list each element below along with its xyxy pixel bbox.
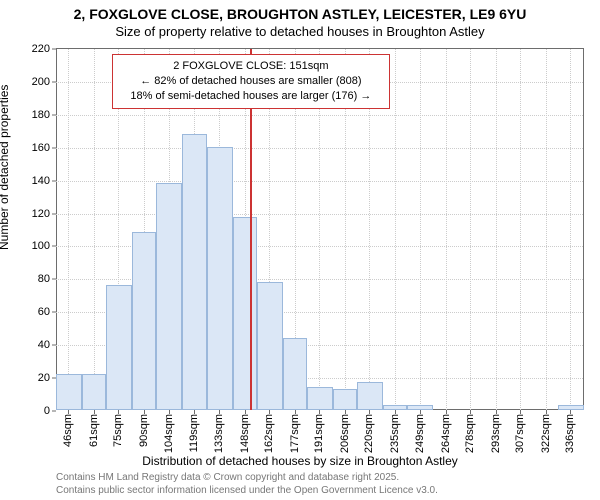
histogram-bar <box>106 285 132 410</box>
histogram-bar <box>333 389 357 410</box>
xtick-label: 75sqm <box>112 410 124 447</box>
xtick-label: 293sqm <box>490 410 502 453</box>
histogram-bar <box>207 147 233 410</box>
ytick-label: 220 <box>32 43 56 55</box>
annotation-line1: 2 FOXGLOVE CLOSE: 151sqm <box>121 59 381 74</box>
ytick-label: 80 <box>38 273 56 285</box>
histogram-bar <box>132 232 156 410</box>
xtick-label: 162sqm <box>263 410 275 453</box>
xtick-label: 148sqm <box>239 410 251 453</box>
chart-title-main: 2, FOXGLOVE CLOSE, BROUGHTON ASTLEY, LEI… <box>0 6 600 22</box>
histogram-bar <box>182 134 206 410</box>
histogram-bar <box>383 405 407 410</box>
xtick-label: 104sqm <box>163 410 175 453</box>
ytick-label: 60 <box>38 306 56 318</box>
xtick-label: 307sqm <box>514 410 526 453</box>
gridline-vertical <box>520 49 521 410</box>
footer-line1: Contains HM Land Registry data © Crown c… <box>56 472 399 483</box>
ytick-label: 40 <box>38 339 56 351</box>
annotation-line2: ← 82% of detached houses are smaller (80… <box>121 74 381 89</box>
gridline-vertical <box>395 49 396 410</box>
histogram-bar <box>558 405 584 410</box>
histogram-bar <box>283 338 307 410</box>
gridline-vertical <box>570 49 571 410</box>
histogram-bar <box>56 374 82 410</box>
gridline-vertical <box>546 49 547 410</box>
annotation-line3: 18% of semi-detached houses are larger (… <box>121 89 381 104</box>
ytick-label: 180 <box>32 109 56 121</box>
ytick-label: 140 <box>32 175 56 187</box>
xtick-label: 336sqm <box>564 410 576 453</box>
xtick-label: 177sqm <box>289 410 301 453</box>
xtick-label: 133sqm <box>213 410 225 453</box>
ytick-label: 20 <box>38 372 56 384</box>
xtick-label: 264sqm <box>440 410 452 453</box>
x-axis-label: Distribution of detached houses by size … <box>0 454 600 468</box>
xtick-label: 191sqm <box>313 410 325 453</box>
xtick-label: 46sqm <box>62 410 74 447</box>
xtick-label: 119sqm <box>188 410 200 452</box>
histogram-bar <box>257 282 283 410</box>
gridline-vertical <box>470 49 471 410</box>
xtick-label: 235sqm <box>389 410 401 453</box>
y-axis-label: Number of detached properties <box>0 85 11 250</box>
xtick-label: 206sqm <box>339 410 351 453</box>
histogram-bar <box>357 382 383 410</box>
gridline-vertical <box>94 49 95 410</box>
y-axis-line <box>56 49 57 410</box>
histogram-bar <box>156 183 182 410</box>
histogram-bar <box>82 374 106 410</box>
ytick-label: 100 <box>32 240 56 252</box>
xtick-label: 90sqm <box>138 410 150 447</box>
ytick-label: 160 <box>32 142 56 154</box>
xtick-label: 61sqm <box>88 410 100 447</box>
chart-title-sub: Size of property relative to detached ho… <box>0 24 600 39</box>
histogram-bar <box>407 405 433 410</box>
histogram-chart: 2, FOXGLOVE CLOSE, BROUGHTON ASTLEY, LEI… <box>0 0 600 500</box>
plot-area: 02040608010012014016018020022046sqm61sqm… <box>56 48 584 410</box>
xtick-label: 249sqm <box>414 410 426 453</box>
xtick-label: 220sqm <box>363 410 375 453</box>
gridline-vertical <box>446 49 447 410</box>
gridline-vertical <box>68 49 69 410</box>
ytick-label: 200 <box>32 76 56 88</box>
gridline-vertical <box>420 49 421 410</box>
footer-line2: Contains public sector information licen… <box>56 485 438 496</box>
histogram-bar <box>233 217 257 410</box>
annotation-box: 2 FOXGLOVE CLOSE: 151sqm← 82% of detache… <box>112 54 390 109</box>
histogram-bar <box>307 387 333 410</box>
ytick-label: 0 <box>44 405 56 417</box>
xtick-label: 278sqm <box>464 410 476 453</box>
gridline-vertical <box>496 49 497 410</box>
chart-footer: Contains HM Land Registry data © Crown c… <box>56 472 438 497</box>
ytick-label: 120 <box>32 208 56 220</box>
xtick-label: 322sqm <box>540 410 552 453</box>
